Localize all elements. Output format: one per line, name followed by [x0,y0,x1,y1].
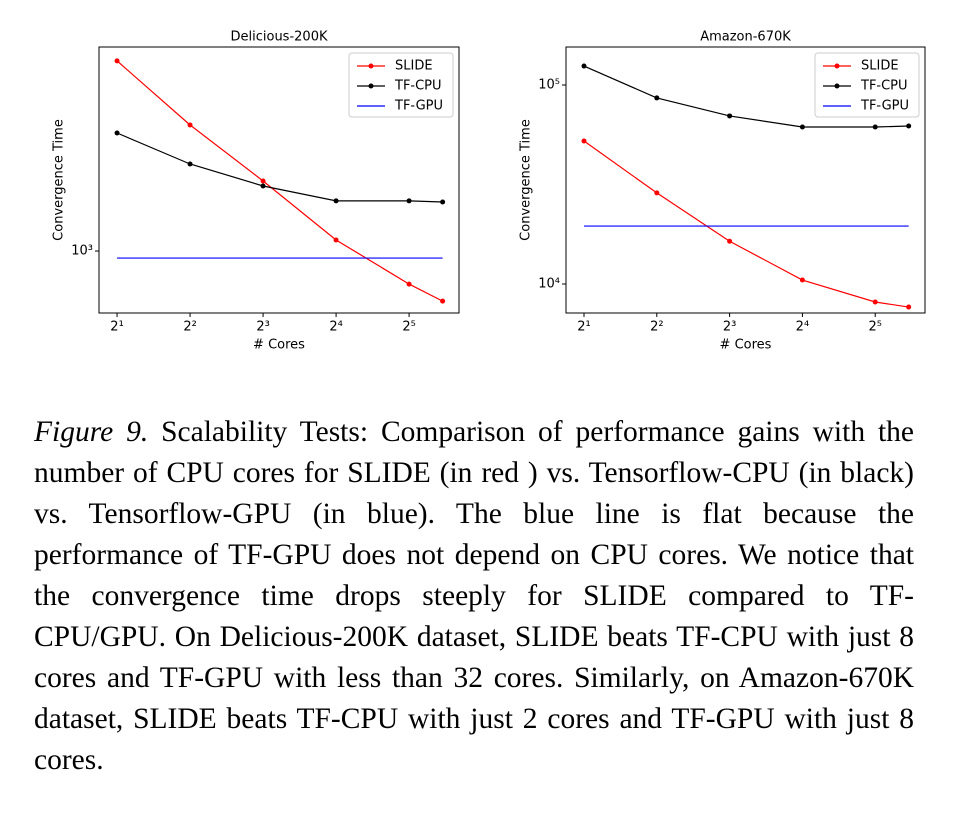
legend-box [814,52,920,118]
data-point [260,183,266,189]
legend-box [348,52,454,118]
x-tick-label: 2⁵ [868,320,881,335]
data-point [406,198,412,204]
y-axis-label: Convergence Time [519,119,534,241]
data-point [581,138,587,144]
data-point [114,58,120,64]
x-tick-label: 2⁴ [796,320,809,335]
x-tick-label: 2³ [723,320,736,335]
data-point [260,178,266,184]
data-point [187,122,193,128]
data-point [872,124,878,130]
series-line [116,60,443,302]
legend-label: TF-GPU [394,99,443,114]
data-point [654,190,660,196]
data-point [906,123,912,129]
x-tick-label: 2¹ [577,320,590,335]
data-point [799,277,805,283]
legend-marker [368,83,374,89]
data-point [581,63,587,69]
series-line [583,140,909,308]
legend-label: SLIDE [395,59,433,74]
legend-label: TF-CPU [860,79,908,94]
plot-frame [98,46,460,314]
data-point [440,298,446,304]
x-tick-label: 2⁵ [402,320,415,335]
y-tick-label: 10⁵ [538,77,560,92]
legend-label: TF-GPU [860,99,909,114]
data-point [906,304,912,310]
data-point [187,161,193,167]
x-tick-label: 2³ [256,320,269,335]
data-point [440,199,446,205]
legend-marker [834,83,840,89]
caption-label: Figure 9. [34,416,149,448]
data-point [654,95,660,101]
chart-title: Delicious-200K [231,30,328,45]
caption: Figure 9. Scalability Tests: Comparison … [34,412,914,781]
x-tick-label: 2² [183,320,196,335]
legend-label: SLIDE [861,59,899,74]
data-point [799,124,805,130]
plot-frame [565,46,926,314]
y-tick-label: 10⁴ [538,277,560,292]
x-tick-label: 2² [650,320,663,335]
chart-title: Amazon-670K [700,30,791,45]
legend-marker [368,63,374,69]
x-axis-label: # Cores [253,338,305,353]
x-tick-label: 2¹ [110,320,123,335]
data-point [406,281,412,287]
legend-label: TF-CPU [394,79,442,94]
data-point [727,113,733,119]
legend-marker [834,63,840,69]
y-tick-label: 10³ [71,244,93,259]
x-tick-label: 2⁴ [329,320,342,335]
data-point [727,238,733,244]
figure: Delicious-200K # Cores Convergence Time 2¹ 2… [52,30,926,353]
series-line [116,132,443,203]
caption-text: Scalability Tests: Comparison of perform… [34,416,914,776]
data-point [872,299,878,305]
data-point [114,130,120,136]
series-line [583,65,909,128]
x-axis-label: # Cores [720,338,772,353]
data-point [333,237,339,243]
data-point [333,198,339,204]
y-axis-label: Convergence Time [52,119,67,241]
